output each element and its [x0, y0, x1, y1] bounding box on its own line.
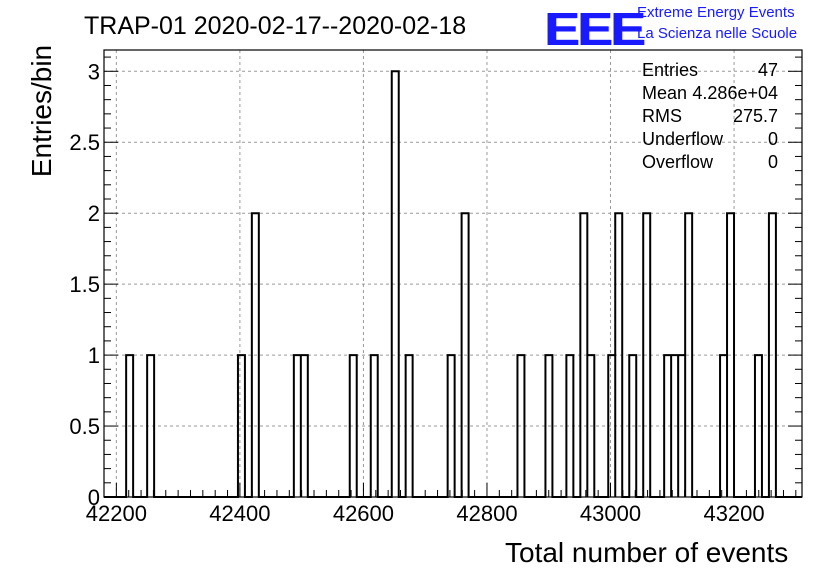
- y-tick-label: 2: [88, 201, 100, 226]
- logo-line-1: Extreme Energy Events: [637, 4, 795, 21]
- y-tick-label: 0: [88, 485, 100, 510]
- grid-lines: [104, 50, 802, 498]
- x-tick-label: 43200: [703, 501, 764, 526]
- y-tick-label: 1: [88, 343, 100, 368]
- stats-rms-label: RMS: [642, 106, 682, 126]
- y-tick-labels: 0 0.5 1 1.5 2 2.5 3: [69, 59, 100, 510]
- stats-underflow-label: Underflow: [642, 129, 724, 149]
- y-tick-label: 1.5: [69, 272, 100, 297]
- plot-frame: [103, 49, 803, 498]
- stats-underflow-value: 0: [767, 129, 778, 149]
- stats-overflow-value: 0: [767, 152, 778, 172]
- x-tick-label: 42600: [333, 501, 394, 526]
- axis-ticks: [103, 56, 802, 498]
- x-tick-label: 42400: [209, 501, 270, 526]
- logo-line-2: La Scienza nelle Scuole: [637, 25, 798, 42]
- stats-overflow-label: Overflow: [642, 152, 714, 172]
- stats-mean-value: 4.286e+04: [692, 83, 778, 103]
- stats-entries-value: 47: [757, 60, 778, 80]
- stats-rms-value: 275.7: [732, 106, 778, 126]
- y-tick-label: 2.5: [69, 130, 100, 155]
- x-tick-label: 42200: [86, 501, 147, 526]
- y-axis-title: Entries/bin: [26, 44, 57, 178]
- x-tick-labels: 42200 42400 42600 42800 43000 43200: [86, 501, 765, 526]
- chart-title: TRAP-01 2020-02-17--2020-02-18: [84, 12, 467, 40]
- x-tick-label: 42800: [456, 501, 517, 526]
- y-tick-label: 3: [88, 59, 100, 84]
- x-tick-label: 43000: [580, 501, 641, 526]
- stats-entries-label: Entries: [642, 60, 699, 80]
- x-axis-title: Total number of events: [505, 537, 789, 568]
- y-tick-label: 0.5: [69, 414, 100, 439]
- eee-logo: EEE: [544, 3, 645, 55]
- stats-mean-label: Mean: [642, 83, 688, 103]
